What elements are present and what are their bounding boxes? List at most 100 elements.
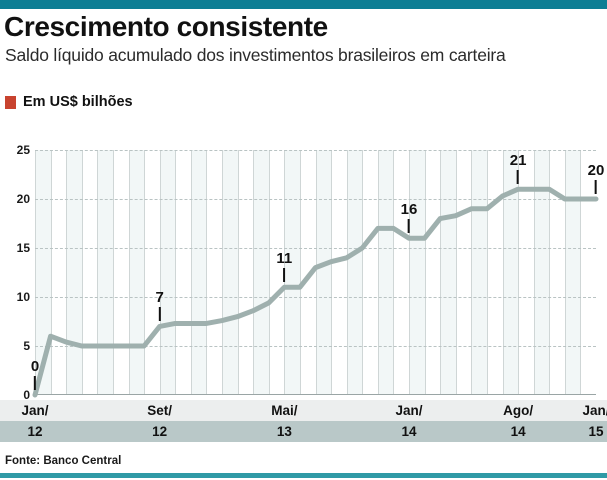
data-point-tick-icon bbox=[158, 307, 161, 322]
data-point-annotation: 7 bbox=[155, 289, 164, 322]
y-axis-tick-label: 0 bbox=[23, 388, 30, 402]
plot-band bbox=[346, 150, 363, 395]
gridline-vertical bbox=[81, 150, 83, 395]
x-axis-month-label: Ago/ bbox=[503, 403, 534, 418]
data-point-annotation: 16 bbox=[400, 201, 418, 234]
plot-band bbox=[222, 150, 238, 395]
gridline-vertical bbox=[393, 150, 395, 395]
line-chart: 0 5 10 15 20 25 0 7 11 16 21 20 bbox=[0, 140, 607, 402]
gridline-horizontal bbox=[35, 248, 596, 249]
plot-band bbox=[533, 150, 550, 395]
gridline-vertical bbox=[222, 150, 223, 395]
gridline-horizontal bbox=[35, 346, 596, 347]
plot-band bbox=[440, 150, 456, 395]
gridline-horizontal bbox=[35, 297, 596, 298]
gridline-vertical bbox=[175, 150, 177, 395]
data-point-value: 16 bbox=[400, 201, 418, 219]
plot-band bbox=[502, 150, 519, 395]
gridline-vertical bbox=[144, 150, 146, 395]
plot-area: 0 7 11 16 21 20 bbox=[31, 150, 604, 398]
gridline-vertical bbox=[518, 150, 520, 395]
gridline-vertical bbox=[268, 150, 270, 395]
x-axis-month-label: Set/ bbox=[147, 403, 173, 418]
plot-band bbox=[159, 150, 176, 395]
data-point-value: 20 bbox=[587, 162, 605, 179]
data-point-value: 21 bbox=[509, 152, 527, 170]
gridline-vertical bbox=[66, 150, 68, 395]
plot-background-bands bbox=[35, 150, 596, 395]
gridline-vertical bbox=[580, 150, 582, 395]
gridline-vertical bbox=[128, 150, 130, 395]
gridline-vertical bbox=[549, 150, 551, 395]
gridline-vertical bbox=[471, 150, 473, 395]
data-point-tick-icon bbox=[283, 268, 286, 283]
plot-band bbox=[284, 150, 300, 395]
x-axis-year-label: 13 bbox=[276, 424, 292, 439]
legend: Em US$ bilhões bbox=[5, 94, 133, 110]
page-subtitle: Saldo líquido acumulado dos investimento… bbox=[5, 45, 506, 65]
plot-band bbox=[128, 150, 145, 395]
y-axis-tick-label: 15 bbox=[16, 241, 30, 255]
x-axis-year-label: 14 bbox=[401, 424, 417, 439]
y-axis-labels: 0 5 10 15 20 25 bbox=[0, 143, 30, 402]
y-axis-tick-label: 20 bbox=[16, 192, 30, 206]
page-title: Crescimento consistente bbox=[4, 11, 328, 42]
data-point-value: 11 bbox=[276, 250, 293, 268]
plot-band bbox=[190, 150, 207, 395]
data-point-tick-icon bbox=[595, 180, 597, 194]
gridline-vertical bbox=[440, 150, 442, 395]
y-axis-tick-label: 25 bbox=[16, 143, 30, 157]
plot-band bbox=[97, 150, 113, 395]
gridline-horizontal bbox=[35, 150, 596, 151]
y-axis-tick-label: 10 bbox=[16, 290, 30, 304]
x-axis-year-label: 12 bbox=[27, 424, 43, 439]
gridline-vertical bbox=[35, 150, 36, 395]
gridline-vertical bbox=[409, 150, 410, 395]
gridline-vertical bbox=[362, 150, 364, 395]
x-axis-year-label: 14 bbox=[510, 424, 526, 439]
gridline-vertical bbox=[346, 150, 348, 395]
x-axis-month-row: Jan/Set/Mai/Jan/Ago/Jan/ bbox=[0, 400, 607, 421]
data-point-value: 7 bbox=[155, 289, 164, 307]
y-axis-tick-label: 5 bbox=[23, 339, 30, 353]
plot-band bbox=[564, 150, 581, 395]
x-axis-month-label: Mai/ bbox=[271, 403, 298, 418]
series-line-0 bbox=[32, 186, 599, 398]
source-note: Fonte: Banco Central bbox=[5, 455, 122, 467]
data-point-annotation: 11 bbox=[276, 250, 293, 283]
data-point-tick-icon bbox=[408, 219, 410, 234]
x-axis-year-row: 12 12 13 14 14 15 bbox=[0, 421, 607, 442]
x-axis-month-label: Jan/ bbox=[21, 403, 49, 418]
plot-band bbox=[377, 150, 394, 395]
legend-swatch-icon bbox=[5, 95, 16, 109]
axis-baseline bbox=[35, 394, 596, 395]
top-accent-bar bbox=[0, 0, 607, 9]
gridline-vertical bbox=[190, 150, 192, 395]
x-axis-month-label: Jan/ bbox=[395, 403, 423, 418]
series-polyline bbox=[32, 186, 599, 398]
data-point-value: 0 bbox=[30, 358, 40, 375]
gridline-vertical bbox=[97, 150, 99, 395]
plot-band bbox=[35, 150, 51, 395]
data-point-tick-icon bbox=[517, 170, 520, 185]
x-axis-year-label: 12 bbox=[152, 424, 168, 439]
gridline-vertical bbox=[253, 150, 255, 395]
legend-label: Em US$ bilhões bbox=[23, 94, 133, 110]
x-axis-month-label: Jan/ bbox=[582, 403, 607, 418]
gridline-vertical bbox=[237, 150, 239, 395]
gridline-vertical bbox=[315, 150, 317, 395]
gridline-vertical bbox=[486, 150, 488, 395]
plot-band bbox=[66, 150, 82, 395]
gridline-vertical bbox=[299, 150, 301, 395]
plot-band bbox=[409, 150, 425, 395]
gridline-vertical bbox=[533, 150, 535, 395]
x-axis-year-label: 15 bbox=[588, 424, 604, 439]
gridline-vertical bbox=[455, 150, 457, 395]
data-series-layer bbox=[32, 150, 599, 398]
gridline-vertical bbox=[502, 150, 504, 395]
plot-band bbox=[253, 150, 269, 395]
data-point-annotation: 21 bbox=[509, 152, 527, 185]
plot-band bbox=[315, 150, 332, 395]
gridline-vertical bbox=[564, 150, 566, 395]
